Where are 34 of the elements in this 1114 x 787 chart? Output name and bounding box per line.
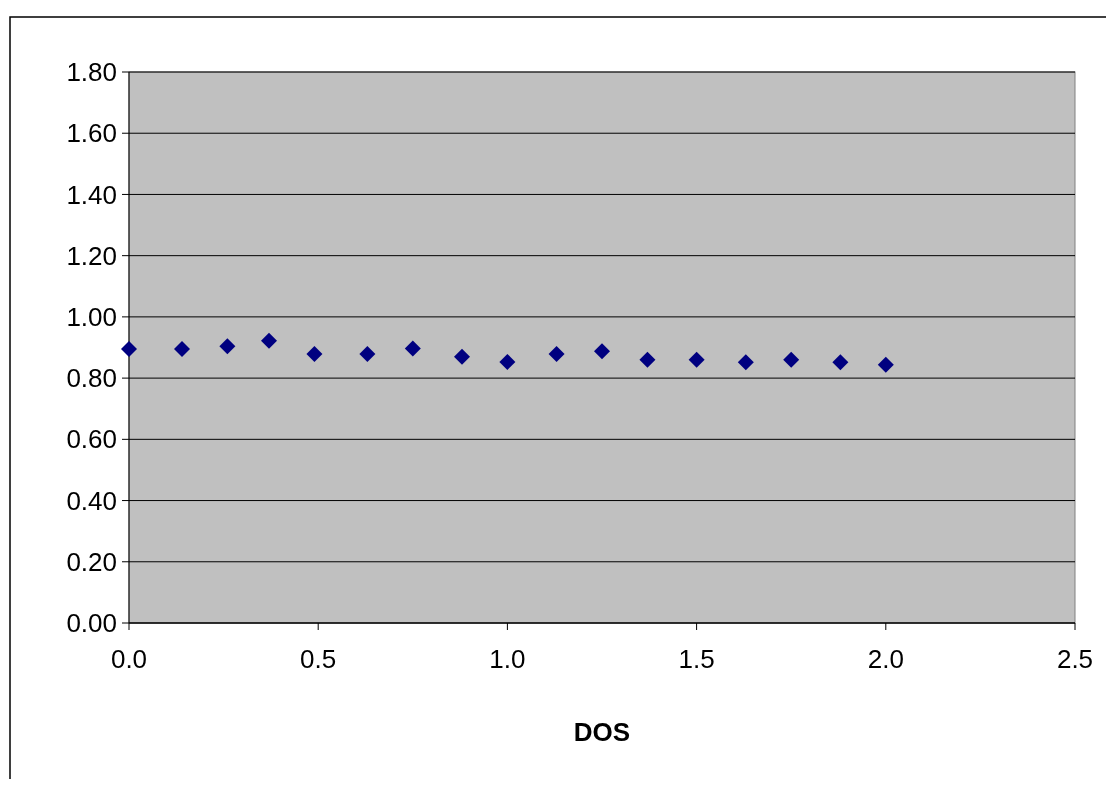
y-tick-label: 1.80	[66, 57, 117, 88]
point	[453, 348, 470, 365]
point	[219, 338, 236, 355]
x-tick-label: 0.5	[300, 644, 337, 674]
y-tick-label: 0.80	[66, 363, 117, 394]
point	[548, 345, 565, 362]
x-tick-label: 2.0	[867, 644, 904, 674]
y-tick-label: 0.00	[66, 608, 117, 639]
point	[359, 345, 376, 362]
y-tick-label: 0.60	[66, 424, 117, 455]
y-tick-label: 1.40	[66, 179, 117, 210]
x-axis-title: DOS	[573, 717, 631, 747]
x-tick-label: 1.5	[678, 644, 715, 674]
x-tick-label: 2.5	[1056, 644, 1094, 674]
point	[688, 351, 705, 368]
point	[639, 351, 656, 368]
point	[404, 340, 421, 357]
point	[261, 332, 278, 349]
point	[783, 351, 800, 368]
point	[499, 353, 516, 370]
y-tick-label: 0.40	[66, 485, 117, 516]
y-tick-label: 1.00	[66, 301, 117, 332]
y-tick-label: 1.60	[66, 118, 117, 149]
point	[594, 343, 610, 360]
x-tick-label: 0.0	[110, 644, 148, 674]
point	[877, 356, 894, 373]
point	[121, 341, 137, 358]
point	[306, 345, 323, 362]
y-tick-label: 0.20	[66, 546, 117, 577]
point	[832, 354, 849, 371]
point	[737, 354, 754, 371]
x-tick-label: 1.0	[489, 644, 526, 674]
y-tick-label: 1.20	[66, 240, 117, 271]
point	[173, 341, 190, 358]
